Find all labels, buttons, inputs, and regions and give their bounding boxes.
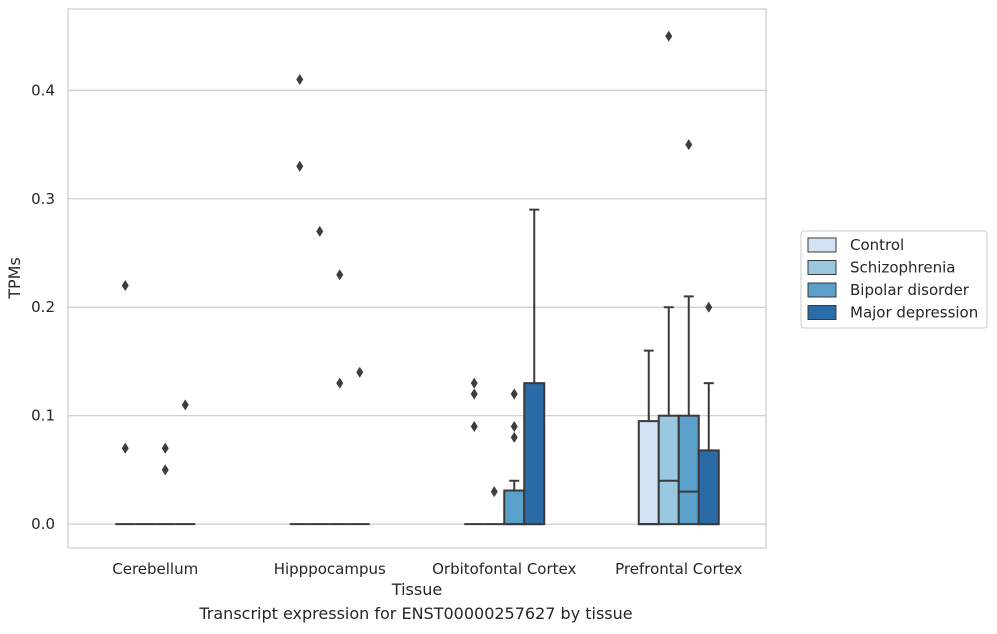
legend-label: Schizophrenia [850,259,955,277]
box-body [523,382,546,526]
chart-caption: Transcript expression for ENST0000025762… [199,604,633,623]
outlier-point [510,421,518,433]
box-body [637,420,660,526]
x-tick-label: Orbitofontal Cortex [432,560,576,578]
x-tick-label: Cerebellum [112,560,198,578]
box-element [697,382,720,526]
outlier-point [121,280,129,292]
y-tick-label: 0.3 [31,190,55,208]
outlier-point [490,486,498,498]
box-element [637,349,660,526]
box-element [503,479,526,526]
y-tick-label: 0.0 [31,515,55,533]
x-tick-label: Hipppocampus [274,560,386,578]
outlier-point [705,301,713,313]
outliers [121,30,713,498]
legend-swatch [807,282,837,298]
legend-label: Control [850,236,904,254]
outlier-point [470,421,478,433]
outlier-point [336,269,344,281]
x-axis-ticks: Cerebellum Hipppocampus Orbitofontal Corte… [112,560,742,578]
legend-swatch [807,237,837,253]
outlier-point [510,388,518,400]
box-body [503,489,526,526]
box-element [657,306,680,526]
outlier-point [316,225,324,237]
x-tick-label: Prefrontal Cortex [615,560,742,578]
outlier-point [470,388,478,400]
y-tick-label: 0.1 [31,407,55,425]
boxes [115,208,720,526]
legend-label: Bipolar disorder [850,281,970,299]
y-axis-label: TPMs [5,257,24,300]
outlier-point [161,442,169,454]
legend-items: Control Schizophrenia Bipolar disorder Majo… [807,236,978,322]
outlier-point [510,431,518,443]
box-body [697,449,720,526]
outlier-point [121,442,129,454]
outlier-point [336,377,344,389]
outlier-point [181,399,189,411]
legend: Control Schizophrenia Bipolar disorder Majo… [800,230,988,329]
box-body [677,414,700,526]
outlier-point [470,377,478,389]
legend-label: Major depression [850,304,978,322]
y-axis-ticks: 0.0 0.1 0.2 0.3 0.4 [31,81,55,533]
y-tick-label: 0.4 [31,81,55,99]
outlier-point [296,73,304,85]
legend-swatch [807,260,837,275]
x-axis-label: Tissue [391,580,442,599]
legend-frame [800,230,988,329]
outlier-point [665,30,673,42]
plot-frame [67,8,767,549]
outlier-point [161,464,169,476]
y-tick-label: 0.2 [31,298,55,316]
box-element [677,295,700,526]
outlier-point [685,139,693,151]
legend-swatch [807,305,837,320]
outlier-point [296,160,304,172]
box-body [657,414,680,526]
box-element [523,208,546,526]
outlier-point [356,366,364,378]
